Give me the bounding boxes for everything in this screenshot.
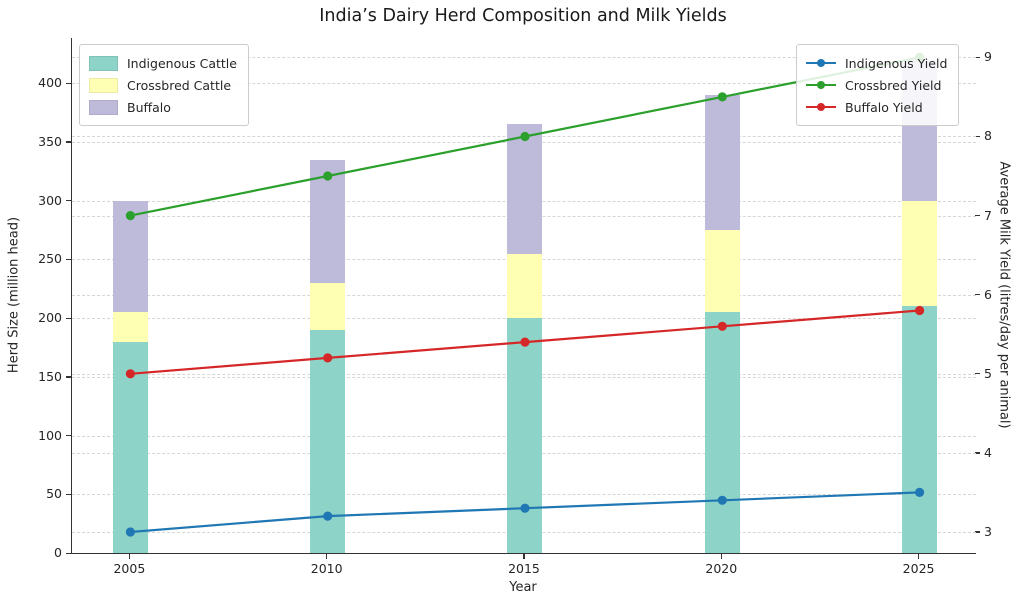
marker-indigenous-yield <box>915 487 925 497</box>
left-tick-label-300: 300 <box>38 192 62 208</box>
right-tick-label-4: 4 <box>984 444 992 460</box>
legend-swatch-icon <box>89 77 118 93</box>
line-legend: Indigenous Yield Crossbred Yield Buffalo Y… <box>796 44 960 126</box>
bar-segment-indigenous-cattle <box>902 306 938 553</box>
x-tick-mark-2025 <box>917 554 920 559</box>
x-tick-label-2025: 2025 <box>902 561 935 576</box>
legend-line-marker-icon <box>806 101 836 114</box>
legend-swatch-icon <box>89 55 118 71</box>
bar-segment-crossbred-cattle <box>112 312 148 342</box>
x-tick-mark-2015 <box>523 554 525 559</box>
marker-buffalo-yield <box>323 353 333 363</box>
right-tick-mark-3 <box>975 531 980 533</box>
legend-item-crossbred-cattle: Crossbred Cattle <box>89 74 237 96</box>
legend-item-crossbred-yield: Crossbred Yield <box>806 74 947 96</box>
x-tick-label-2015: 2015 <box>508 561 540 576</box>
right-tick-label-5: 5 <box>984 365 992 381</box>
bar-segment-crossbred-cattle <box>507 253 543 319</box>
legend-label: Indigenous Cattle <box>127 55 237 71</box>
x-axis-label: Year <box>509 580 537 595</box>
right-tick-mark-8 <box>975 135 980 138</box>
left-tick-mark-250 <box>66 258 71 261</box>
x-tick-label-2010: 2010 <box>310 561 343 576</box>
right-tick-label-9: 9 <box>984 49 992 65</box>
left-tick-mark-100 <box>66 435 71 437</box>
legend-dot-icon <box>817 59 825 67</box>
legend-label: Crossbred Cattle <box>127 77 232 93</box>
left-tick-label-100: 100 <box>38 427 62 443</box>
legend-label: Crossbred Yield <box>845 77 942 93</box>
bar-segment-buffalo <box>507 124 543 254</box>
legend-dot-icon <box>817 103 825 111</box>
marker-indigenous-yield <box>717 495 727 505</box>
left-tick-label-0: 0 <box>54 545 62 560</box>
right-tick-mark-7 <box>975 215 980 217</box>
right-tick-mark-4 <box>975 452 980 454</box>
left-tick-mark-200 <box>66 317 71 319</box>
left-tick-mark-350 <box>66 141 71 143</box>
marker-indigenous-yield <box>125 527 135 537</box>
x-tick-label-2005: 2005 <box>113 561 146 576</box>
marker-crossbred-yield <box>125 211 135 221</box>
bar-segment-buffalo <box>704 94 740 231</box>
marker-crossbred-yield <box>323 171 333 181</box>
left-tick-mark-50 <box>66 493 71 495</box>
right-axis-label: Average Milk Yield (litres/day per anima… <box>996 161 1012 429</box>
right-tick-mark-9 <box>975 56 980 59</box>
right-tick-label-6: 6 <box>984 286 992 302</box>
marker-crossbred-yield <box>520 131 530 142</box>
right-tick-label-3: 3 <box>984 523 992 539</box>
legend-item-buffalo: Buffalo <box>89 96 237 118</box>
marker-indigenous-yield <box>323 511 333 521</box>
right-tick-mark-5 <box>975 373 980 375</box>
legend-line-marker-icon <box>806 57 836 70</box>
bar-segment-indigenous-cattle <box>507 318 543 553</box>
left-tick-label-200: 200 <box>38 310 62 326</box>
line-series-layer <box>125 52 925 537</box>
gridline-left-400 <box>72 83 976 85</box>
x-tick-mark-2010 <box>326 554 328 559</box>
legend-label: Buffalo <box>127 99 171 115</box>
x-tick-mark-2005 <box>128 554 130 559</box>
left-tick-label-50: 50 <box>46 486 62 502</box>
legend-item-indigenous-cattle: Indigenous Cattle <box>89 52 237 74</box>
left-tick-label-350: 350 <box>38 133 62 149</box>
gridline-right-9 <box>72 57 976 59</box>
legend-item-indigenous-yield: Indigenous Yield <box>806 52 947 74</box>
right-tick-label-7: 7 <box>984 207 992 223</box>
legend-label: Buffalo Yield <box>845 99 923 115</box>
left-tick-label-400: 400 <box>38 75 62 91</box>
left-tick-mark-150 <box>66 376 71 378</box>
x-tick-mark-2020 <box>720 554 722 559</box>
left-tick-label-150: 150 <box>38 368 62 384</box>
marker-buffalo-yield <box>717 321 727 331</box>
x-tick-label-2020: 2020 <box>705 561 738 576</box>
marker-indigenous-yield <box>520 503 530 513</box>
left-tick-mark-400 <box>66 82 71 84</box>
bar-segment-crossbred-cattle <box>704 230 740 313</box>
marker-crossbred-yield <box>717 92 727 102</box>
legend-line-marker-icon <box>806 79 836 92</box>
right-tick-label-8: 8 <box>984 128 992 144</box>
bar-segment-crossbred-cattle <box>310 282 346 330</box>
marker-buffalo-yield <box>125 369 135 379</box>
legend-swatch-icon <box>89 99 118 115</box>
right-tick-mark-6 <box>975 294 980 296</box>
left-tick-mark-0 <box>66 552 71 554</box>
plot-area <box>71 38 976 554</box>
left-tick-label-250: 250 <box>38 251 62 267</box>
legend-item-buffalo-yield: Buffalo Yield <box>806 96 947 118</box>
left-axis-label: Herd Size (million head) <box>6 216 22 374</box>
legend-dot-icon <box>817 81 825 89</box>
left-tick-mark-300 <box>66 200 71 202</box>
bar-segment-crossbred-cattle <box>902 200 938 307</box>
marker-buffalo-yield <box>520 337 530 347</box>
marker-buffalo-yield <box>915 305 925 316</box>
chart-title: India’s Dairy Herd Composition and Milk … <box>319 6 727 26</box>
bar-legend: Indigenous Cattle Crossbred Cattle Buffalo <box>79 44 249 126</box>
bar-segment-indigenous-cattle <box>704 312 740 553</box>
legend-label: Indigenous Yield <box>845 55 948 71</box>
